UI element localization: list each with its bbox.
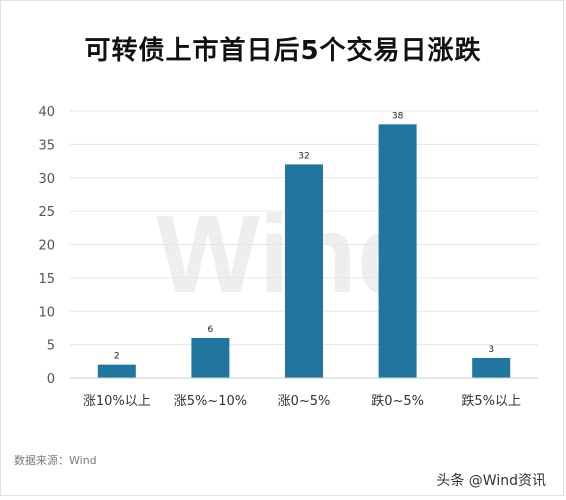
y-tick-label: 0 xyxy=(47,372,55,387)
x-tick-label: 跌0~5% xyxy=(371,393,424,409)
x-tick-label: 涨0~5% xyxy=(278,394,331,409)
bar xyxy=(97,364,136,378)
data-label: 32 xyxy=(298,151,309,161)
y-tick-label: 35 xyxy=(38,138,55,153)
chart-title: 可转债上市首日后5个交易日涨跌 xyxy=(84,36,482,66)
bar xyxy=(285,164,323,378)
x-tick-label: 跌5%以上 xyxy=(461,393,521,409)
data-label: 3 xyxy=(488,345,494,355)
y-axis-ticks: 0 5 10 15 20 25 30 35 40 xyxy=(38,105,55,387)
y-tick-label: 25 xyxy=(38,205,55,220)
bar xyxy=(472,357,511,378)
x-axis-ticks: 涨10%以上 涨5%~10% 涨0~5% 跌0~5% 跌5%以上 xyxy=(83,393,521,409)
y-tick-label: 5 xyxy=(47,339,55,354)
data-label: 38 xyxy=(392,111,404,121)
x-tick-label: 涨10%以上 xyxy=(83,394,151,409)
bar xyxy=(191,337,230,378)
y-tick-label: 15 xyxy=(38,272,55,287)
data-label: 2 xyxy=(114,352,120,362)
y-tick-label: 30 xyxy=(38,172,55,187)
bar xyxy=(378,124,417,378)
bars xyxy=(97,124,511,378)
y-tick-label: 40 xyxy=(38,105,55,120)
y-tick-label: 20 xyxy=(38,239,55,254)
x-tick-label: 涨5%~10% xyxy=(174,394,247,409)
data-label: 6 xyxy=(208,325,214,335)
y-tick-label: 10 xyxy=(38,305,55,320)
credit-text: 头条 @Wind资讯 xyxy=(436,473,546,489)
source-note: 数据来源：Wind xyxy=(14,454,97,467)
